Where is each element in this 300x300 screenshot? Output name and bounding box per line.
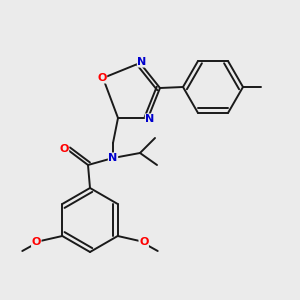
Text: O: O xyxy=(59,144,69,154)
Text: O: O xyxy=(139,237,148,247)
Text: N: N xyxy=(146,114,154,124)
Text: O: O xyxy=(32,237,41,247)
Text: N: N xyxy=(137,57,147,67)
Text: O: O xyxy=(97,73,107,83)
Text: N: N xyxy=(108,153,118,163)
